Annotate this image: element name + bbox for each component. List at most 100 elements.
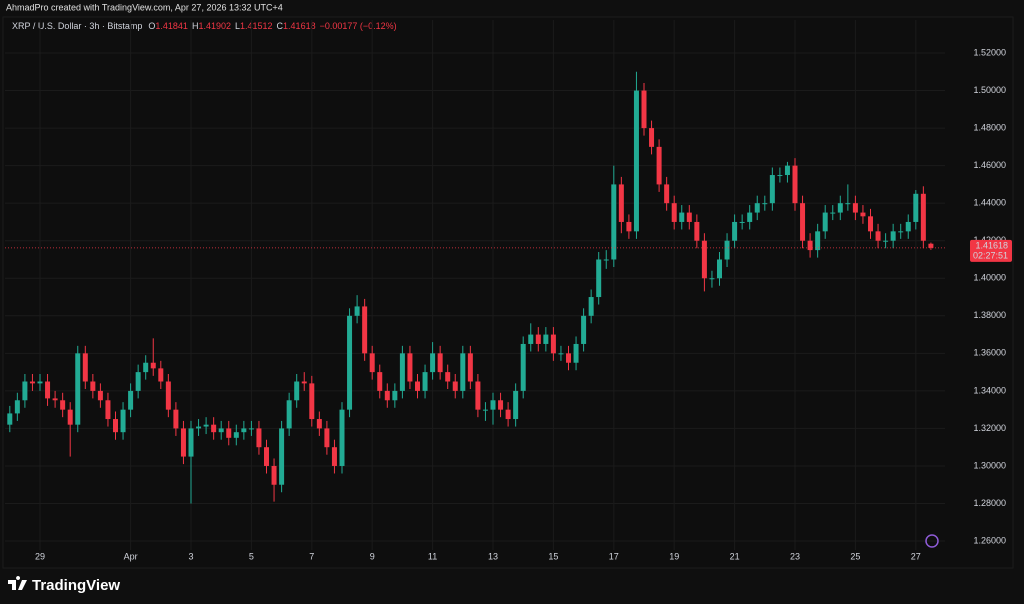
ohlc-label: L xyxy=(235,21,240,31)
x-tick-label: 29 xyxy=(35,551,45,561)
candle-body xyxy=(694,221,700,241)
candle-body xyxy=(754,203,760,213)
candle-body xyxy=(679,212,685,222)
candle-body xyxy=(271,465,277,485)
candle-body xyxy=(898,231,904,233)
candle-body xyxy=(37,381,43,384)
candle-body xyxy=(807,240,813,251)
x-tick-label: 25 xyxy=(850,551,860,561)
candle-body xyxy=(97,390,103,401)
candle-body xyxy=(800,203,806,241)
candle-body xyxy=(845,203,851,205)
candle-body xyxy=(377,372,383,391)
candle-body xyxy=(316,419,322,429)
candle-body xyxy=(905,221,911,232)
countdown: 02:27:51 xyxy=(973,250,1008,260)
brand: TradingView xyxy=(32,577,120,594)
y-tick-label: 1.48000 xyxy=(973,122,1006,132)
candle-body xyxy=(535,334,541,344)
candle-body xyxy=(128,390,134,410)
candle-body xyxy=(792,165,798,204)
candle-body xyxy=(671,203,677,222)
candle-body xyxy=(294,381,300,401)
candle-body xyxy=(75,353,81,425)
candle-body xyxy=(211,424,217,433)
change: −0.00177 (−0.12%) xyxy=(320,21,397,31)
candle-body xyxy=(241,428,247,433)
candle-body xyxy=(762,203,768,205)
ohlc-label: H xyxy=(192,21,199,31)
candle-body xyxy=(664,184,670,204)
candle-body xyxy=(324,428,330,448)
candle-body xyxy=(90,381,96,391)
y-tick-label: 1.28000 xyxy=(973,498,1006,508)
candle-body xyxy=(815,231,821,251)
candle-body xyxy=(143,362,149,373)
candle-body xyxy=(445,372,451,382)
candle-body xyxy=(784,165,790,176)
candle-body xyxy=(52,398,58,401)
candle-body xyxy=(286,400,292,429)
ohlc-label: C xyxy=(277,21,284,31)
candle-body xyxy=(852,203,858,213)
ohlc-value: 1.41841 xyxy=(155,21,188,31)
x-tick-label: 15 xyxy=(548,551,558,561)
candle-body xyxy=(747,212,753,222)
candle-body xyxy=(626,221,632,232)
candle-body xyxy=(830,212,836,214)
candle-body xyxy=(188,428,194,457)
y-tick-label: 1.44000 xyxy=(973,198,1006,208)
ohlc-value: 1.41902 xyxy=(198,21,231,31)
x-tick-label: 3 xyxy=(188,551,193,561)
candle-body xyxy=(490,400,496,410)
candle-body xyxy=(588,297,594,316)
logo-icon xyxy=(8,576,27,590)
ohlc-value: 1.41618 xyxy=(283,21,316,31)
y-tick-label: 1.32000 xyxy=(973,423,1006,433)
candle-body xyxy=(596,259,602,298)
candle-body xyxy=(339,409,345,466)
y-tick-label: 1.38000 xyxy=(973,310,1006,320)
logo: TradingView xyxy=(8,576,120,594)
candle-body xyxy=(883,240,889,242)
price-label-box xyxy=(970,239,1012,262)
last-price-label: 1.41618 xyxy=(975,240,1008,250)
plot: 1.26000 1.28000 1.30000 1.32000 1.34000 1.360… xyxy=(5,20,1012,561)
x-tick-label: 27 xyxy=(911,551,921,561)
candle-body xyxy=(875,231,881,241)
candle-body xyxy=(354,306,360,316)
candle-body xyxy=(233,432,239,438)
candle-body xyxy=(467,353,473,382)
ohlc-value: 1.41512 xyxy=(240,21,273,31)
y-tick-label: 1.34000 xyxy=(973,385,1006,395)
candle-body xyxy=(7,413,13,425)
candle-body xyxy=(415,381,420,391)
candle-body xyxy=(505,409,511,420)
x-tick-label: 11 xyxy=(428,551,437,561)
candle-body xyxy=(686,212,692,222)
x-tick-label: 23 xyxy=(790,551,800,561)
ohlc-label: O xyxy=(148,21,155,31)
x-tick-label: 17 xyxy=(609,551,619,561)
candle-body xyxy=(165,381,171,410)
candle-body xyxy=(920,193,926,241)
candle-body xyxy=(105,400,111,420)
candle-body xyxy=(22,381,28,401)
x-tick-label: 13 xyxy=(488,551,498,561)
candle-body xyxy=(422,372,428,391)
candle-body xyxy=(777,175,783,177)
candle-body xyxy=(573,343,579,363)
x-tick-label: 5 xyxy=(249,551,254,561)
candle-body xyxy=(113,419,118,433)
candle-body xyxy=(460,353,466,391)
candle-body xyxy=(618,184,624,222)
candle-body xyxy=(196,426,202,429)
candle-body xyxy=(218,428,224,433)
icon[interactable] xyxy=(925,534,939,548)
candle-body xyxy=(739,221,745,223)
credit: AhmadPro created with TradingView.com, A… xyxy=(6,2,283,12)
candle-body xyxy=(150,362,156,369)
candle-body xyxy=(399,353,405,391)
candle-body xyxy=(369,353,375,373)
